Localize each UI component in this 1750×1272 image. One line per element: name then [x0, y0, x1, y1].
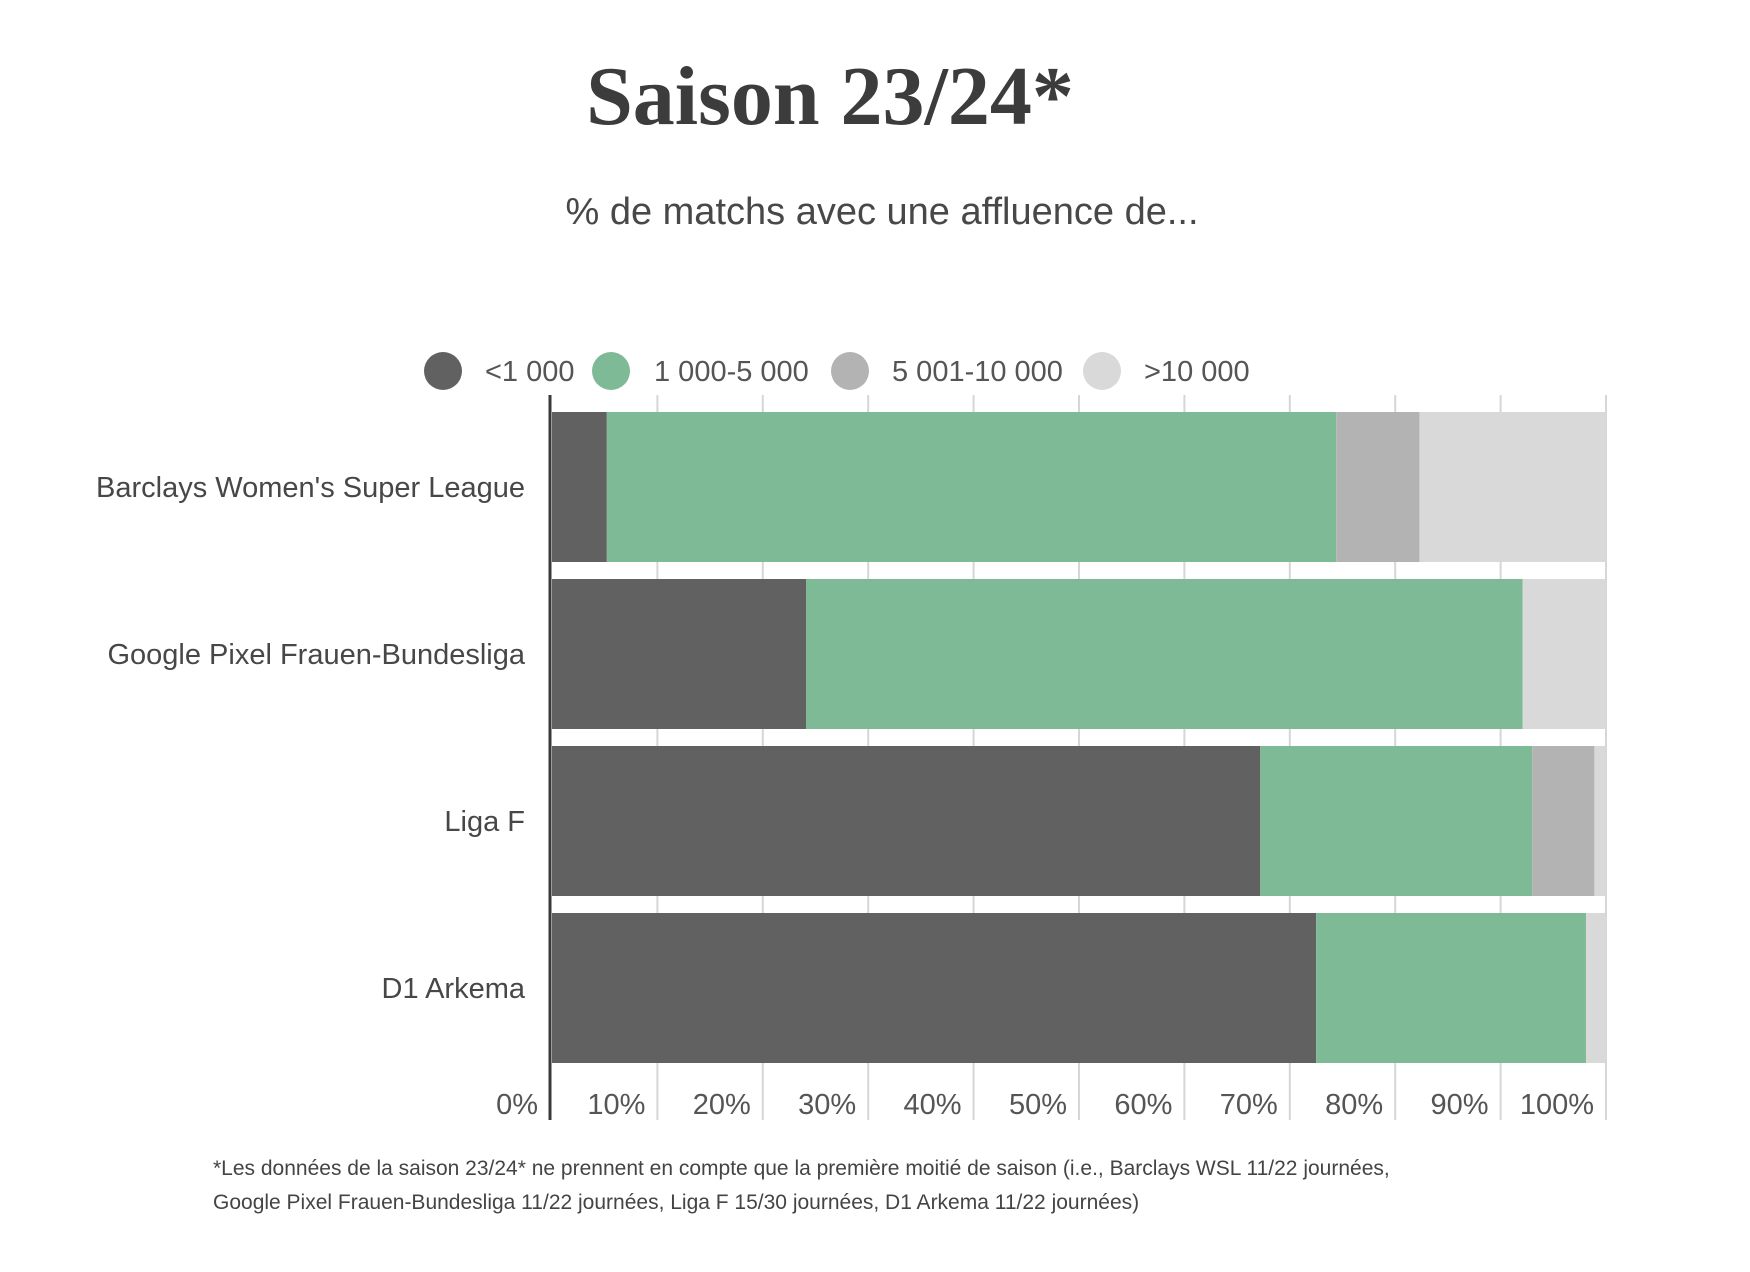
bar-segment [1522, 579, 1606, 729]
bar-row [552, 412, 1606, 562]
chart-title: Saison 23/24* [586, 50, 1074, 143]
legend-swatch [1083, 352, 1121, 390]
footnote-line: *Les données de la saison 23/24* ne pren… [213, 1157, 1390, 1180]
bar-segment [1336, 412, 1420, 562]
legend-item-1000-5000: 1 000-5 000 [592, 352, 809, 390]
legend-label: 5 001-10 000 [892, 356, 1063, 388]
bar-row [552, 746, 1606, 896]
x-tick-label: 80% [1325, 1089, 1383, 1121]
category-label: Liga F [444, 806, 525, 838]
bar-row [552, 579, 1606, 729]
legend-label: 1 000-5 000 [654, 356, 809, 388]
bar-segment [1594, 746, 1606, 896]
x-tick-label: 40% [904, 1089, 962, 1121]
legend-item-under-1000: <1 000 [424, 352, 575, 390]
bar-segment [1585, 913, 1606, 1063]
x-tick-label: 60% [1114, 1089, 1172, 1121]
bar-segment [552, 746, 1261, 896]
bar-row [552, 913, 1606, 1063]
bar-segment [1316, 913, 1586, 1063]
bar-segment [552, 412, 607, 562]
legend-item-5001-10000: 5 001-10 000 [831, 352, 1063, 390]
bars [552, 412, 1606, 1063]
legend-swatch [831, 352, 869, 390]
footnote-line: Google Pixel Frauen-Bundesliga 11/22 jou… [213, 1191, 1139, 1214]
category-label: Google Pixel Frauen-Bundesliga [107, 639, 525, 671]
legend-label: >10 000 [1144, 356, 1250, 388]
legend-item-over-10000: >10 000 [1083, 352, 1250, 390]
footnote: *Les données de la saison 23/24* ne pren… [213, 1157, 1390, 1214]
category-label: Barclays Women's Super League [96, 472, 525, 504]
x-tick-labels: 0% 10% 20% 30% 40% 50% 60% 70% 80% 90% 100% [496, 1089, 1594, 1121]
category-labels: Barclays Women's Super League Google Pixe… [96, 472, 526, 1005]
category-label: D1 Arkema [382, 973, 526, 1005]
x-tick-label: 10% [587, 1089, 645, 1121]
bar-segment [1419, 412, 1606, 562]
x-tick-label: 50% [1009, 1089, 1067, 1121]
x-tick-label: 70% [1220, 1089, 1278, 1121]
x-tick-label: 90% [1431, 1089, 1489, 1121]
bar-segment [806, 579, 1523, 729]
x-tick-label: 30% [798, 1089, 856, 1121]
bar-segment [1532, 746, 1595, 896]
bar-segment [552, 579, 807, 729]
legend: <1 000 1 000-5 000 5 001-10 000 >10 000 [424, 352, 1250, 390]
bar-segment [1260, 746, 1533, 896]
x-tick-label: 0% [496, 1089, 538, 1121]
legend-label: <1 000 [485, 356, 575, 388]
legend-swatch [424, 352, 462, 390]
bar-segment [606, 412, 1337, 562]
legend-swatch [592, 352, 630, 390]
bar-segment [552, 913, 1317, 1063]
chart-subtitle: % de matchs avec une affluence de... [565, 191, 1198, 233]
x-tick-label: 20% [693, 1089, 751, 1121]
x-tick-label: 100% [1520, 1089, 1594, 1121]
